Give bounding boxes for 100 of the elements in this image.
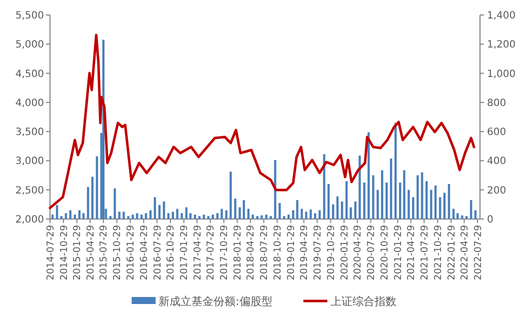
x-tick-label: 2015-01-29 (72, 225, 84, 280)
bar (176, 208, 178, 219)
legend-label: 上证综合指数 (330, 295, 396, 308)
bar (270, 216, 272, 219)
y2-tick-label: 400 (487, 156, 506, 168)
bar (64, 213, 68, 219)
bar (408, 190, 410, 219)
y-tick-label: 5,000 (15, 40, 44, 51)
bar (198, 216, 200, 219)
bar (470, 200, 472, 219)
bar (154, 197, 156, 219)
bar (158, 205, 161, 219)
x-tick-label: 2021-01-29 (392, 225, 404, 280)
bar (230, 172, 232, 219)
bar (136, 213, 138, 219)
x-tick-label: 2022-07-29 (472, 225, 484, 280)
y-tick-label: 2,000 (15, 214, 44, 226)
bar (332, 204, 334, 219)
y2-tick-label: 600 (487, 127, 506, 138)
bar (238, 207, 241, 219)
y-tick-label: 5,500 (15, 10, 44, 22)
bar (438, 197, 442, 219)
x-tick-label: 2019-07-29 (312, 225, 324, 280)
x-tick-label: 2018-01-29 (232, 225, 244, 280)
bar (461, 215, 464, 219)
bar (376, 190, 379, 219)
bar (420, 172, 424, 219)
x-tick-label: 2019-10-29 (326, 225, 337, 280)
bar (430, 190, 432, 219)
bar (386, 182, 388, 219)
y2-tick-label: 0 (487, 214, 494, 226)
x-tick-label: 2016-01-29 (126, 225, 137, 280)
x-tick-label: 2019-01-29 (286, 225, 297, 280)
bar (122, 212, 125, 219)
bar (74, 214, 76, 219)
x-tick-label: 2018-07-29 (259, 225, 270, 280)
bar (340, 202, 344, 219)
bar (114, 188, 116, 219)
bar (180, 213, 183, 219)
x-tick-label: 2016-04-29 (138, 225, 150, 280)
x-tick-label: 2017-04-29 (192, 225, 204, 280)
y-tick-label: 3,000 (15, 156, 44, 168)
bar (86, 186, 90, 219)
bar (194, 214, 196, 219)
bar (368, 132, 370, 219)
x-tick-label: 2021-10-29 (432, 225, 444, 280)
x-tick-label: 2014-07-29 (45, 225, 56, 280)
bar (144, 213, 148, 219)
y2-tick-label: 1,000 (487, 68, 516, 80)
bar (56, 205, 58, 219)
bar (310, 210, 312, 219)
bar (300, 208, 303, 219)
bar (60, 216, 63, 219)
y2-tick-label: 200 (487, 185, 506, 196)
y2-tick-label: 1,400 (487, 10, 516, 22)
x-tick-label: 2021-04-29 (406, 225, 418, 280)
x-tick-label: 2022-01-29 (446, 225, 458, 280)
bar (278, 202, 281, 219)
x-tick-label: 2017-10-29 (219, 225, 230, 280)
bar (399, 182, 402, 219)
bar (434, 185, 437, 219)
bar (234, 198, 236, 219)
bar (443, 192, 446, 219)
bar (372, 175, 374, 219)
bar (256, 216, 258, 219)
bar (220, 208, 223, 219)
bar (465, 216, 468, 219)
bar (252, 214, 254, 219)
x-tick-label: 2015-04-29 (85, 225, 96, 280)
x-tick-label: 2020-01-29 (339, 225, 350, 280)
bar (189, 213, 192, 219)
bar (358, 156, 361, 219)
bar (265, 214, 268, 219)
bar (336, 196, 339, 219)
bar (212, 214, 214, 219)
y-tick-label: 4,000 (15, 98, 44, 109)
bar (91, 176, 94, 219)
bar (296, 200, 298, 219)
bar (118, 212, 120, 219)
y2-tick-label: 800 (487, 98, 506, 109)
bar (51, 214, 54, 219)
bar (416, 175, 419, 219)
x-tick-label: 2017-07-29 (206, 225, 217, 280)
bar (216, 213, 218, 219)
bar (314, 213, 316, 219)
bar (96, 156, 98, 219)
y-tick-label: 2,500 (15, 185, 44, 196)
bar (207, 216, 210, 219)
bar (327, 184, 330, 219)
bar (390, 158, 392, 219)
bar (167, 213, 170, 219)
bar (109, 216, 112, 219)
x-tick-label: 2019-04-29 (299, 225, 310, 280)
bar (350, 207, 352, 219)
bar (172, 212, 174, 219)
x-tick-label: 2018-10-29 (272, 225, 284, 280)
x-tick-label: 2015-07-29 (98, 225, 110, 280)
bar (448, 184, 450, 219)
bar (242, 200, 245, 219)
bar (412, 197, 414, 219)
